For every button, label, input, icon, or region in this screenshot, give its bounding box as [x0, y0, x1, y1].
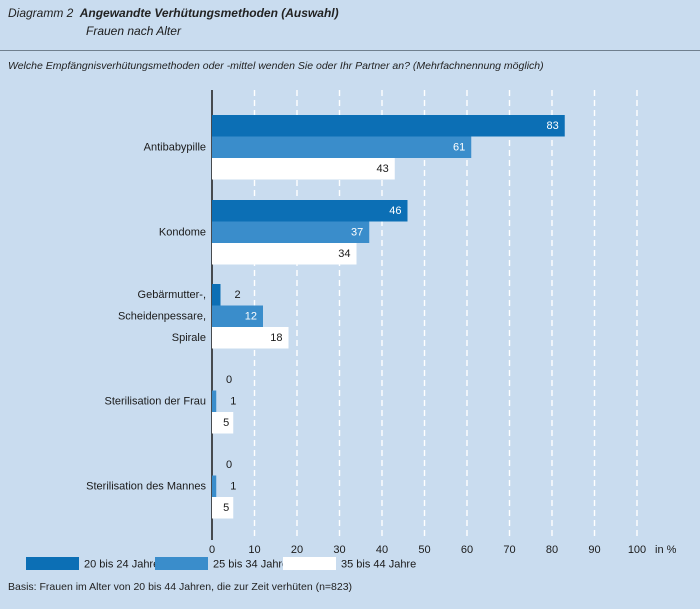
bar-value-label: 18 [270, 332, 282, 344]
category-label: Sterilisation der Frau [105, 396, 207, 408]
bar-value-label: 5 [223, 417, 229, 429]
x-tick-label: 30 [333, 544, 345, 556]
x-tick-label: 80 [546, 544, 558, 556]
bar [212, 497, 234, 519]
bar [212, 305, 263, 327]
legend-swatch [155, 557, 208, 570]
bar-value-label: 61 [453, 142, 465, 154]
bar [212, 327, 289, 349]
bar [212, 412, 234, 434]
bar-value-label: 1 [230, 396, 236, 408]
chart-header: Diagramm 2 Angewandte Verhütungsmethoden… [8, 6, 339, 38]
bar-value-label: 0 [226, 459, 232, 471]
bar-value-label: 2 [235, 289, 241, 301]
legend-swatch [26, 557, 79, 570]
x-tick-label: 40 [376, 544, 388, 556]
diagram-label: Diagramm 2 [8, 6, 74, 20]
category-label: Spirale [172, 332, 206, 344]
footnote: Basis: Frauen im Alter von 20 bis 44 Jah… [8, 581, 353, 593]
bar-value-label: 37 [351, 227, 363, 239]
legend-label: 35 bis 44 Jahre [341, 558, 416, 570]
bar [212, 221, 370, 243]
x-tick-label: 60 [461, 544, 473, 556]
bar [212, 243, 357, 265]
x-tick-label: 100 [628, 544, 646, 556]
bar [212, 115, 565, 137]
bar [212, 136, 472, 158]
bar [212, 475, 217, 497]
x-axis-unit: in % [655, 544, 677, 556]
legend-swatch [283, 557, 336, 570]
bar [212, 390, 217, 412]
bar [212, 158, 395, 180]
x-tick-label: 90 [588, 544, 600, 556]
bar-value-label: 0 [226, 374, 232, 386]
x-tick-label: 0 [209, 544, 215, 556]
legend-label: 25 bis 34 Jahre [213, 558, 288, 570]
chart-title: Angewandte Verhütungsmethoden (Auswahl) [79, 6, 339, 20]
bar-value-label: 83 [547, 120, 559, 132]
x-tick-label: 70 [503, 544, 515, 556]
x-tick-label: 20 [291, 544, 303, 556]
category-label: Scheidenpessare, [118, 311, 206, 323]
category-label: Antibabypille [144, 142, 206, 154]
bar-value-label: 34 [338, 248, 350, 260]
bar [212, 200, 408, 222]
x-tick-label: 10 [248, 544, 260, 556]
category-label: Sterilisation des Mannes [86, 481, 206, 493]
bar-value-label: 46 [389, 205, 401, 217]
bar-value-label: 5 [223, 502, 229, 514]
chart-subtitle: Frauen nach Alter [86, 24, 181, 38]
bar [212, 284, 221, 306]
survey-question: Welche Empfängnisverhütungsmethoden oder… [8, 60, 544, 72]
bar-value-label: 1 [230, 481, 236, 493]
bar-value-label: 43 [377, 163, 389, 175]
bar-value-label: 12 [245, 311, 257, 323]
header-divider [0, 50, 700, 51]
category-label: Kondome [159, 227, 206, 239]
category-label: Gebärmutter-, [138, 289, 206, 301]
x-tick-label: 50 [418, 544, 430, 556]
legend-label: 20 bis 24 Jahre [84, 558, 159, 570]
